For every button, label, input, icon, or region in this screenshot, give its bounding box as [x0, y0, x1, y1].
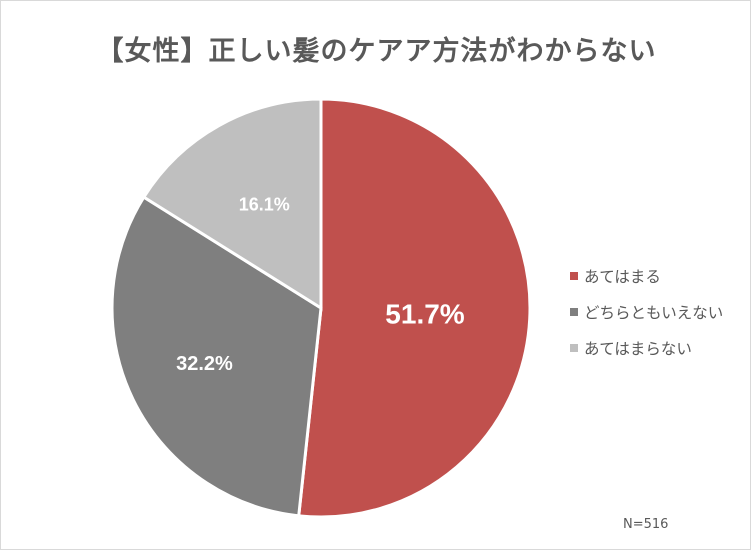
pie-labels: 51.7% 32.2% 16.1%: [176, 194, 465, 375]
legend-label: あてはまらない: [584, 340, 692, 358]
slice-atehamaru: [297, 97, 532, 519]
pie-slices: [110, 97, 532, 519]
sample-size-note: N=516: [623, 517, 669, 532]
legend-swatch: [570, 344, 578, 352]
legend-label: どちらともいえない: [584, 304, 724, 322]
legend-swatch: [570, 308, 578, 316]
legend-item-atehamaranai: あてはまらない: [570, 330, 723, 366]
slice-label: 16.1%: [239, 194, 290, 214]
legend-item-dochiratomo: どちらともいえない: [570, 294, 723, 330]
legend: あてはまる どちらともいえない あてはまらない: [570, 258, 723, 366]
slice-label: 51.7%: [385, 298, 464, 329]
legend-swatch: [570, 272, 578, 280]
slice-label: 32.2%: [176, 353, 233, 375]
slice-atehamaranai: [141, 97, 323, 311]
chart-title: 【女性】正しい髪のケアア方法がわからない: [96, 36, 657, 67]
legend-item-atehamaru: あてはまる: [570, 258, 723, 294]
legend-label: あてはまる: [584, 268, 661, 286]
